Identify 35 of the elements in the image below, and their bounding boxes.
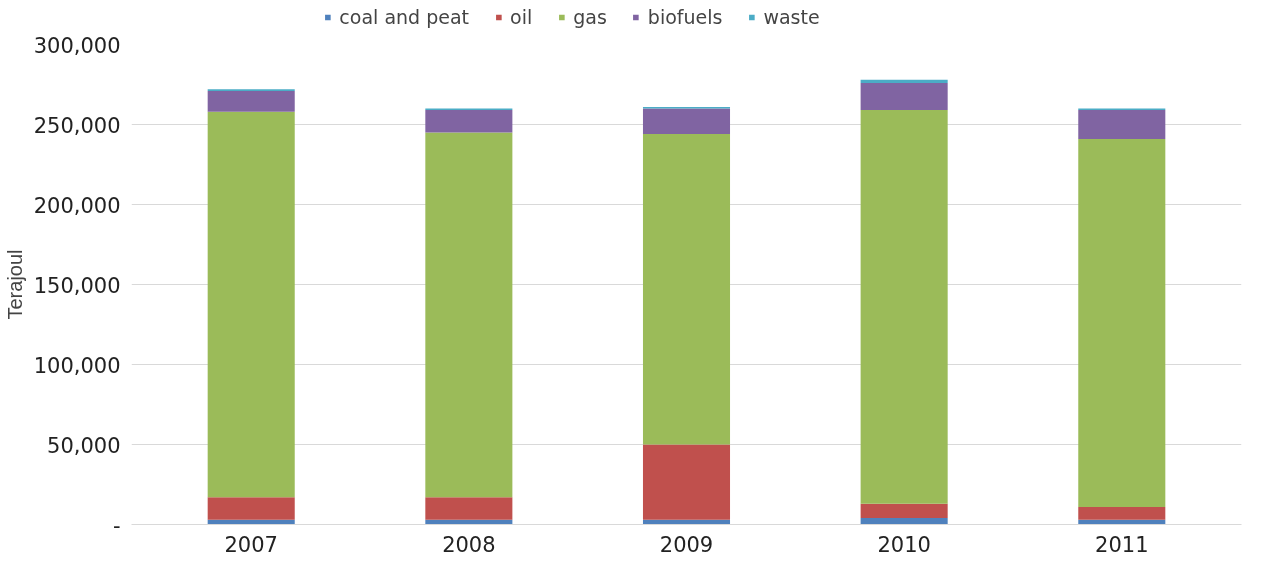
x-tick-label: 2011	[1095, 532, 1149, 557]
legend-label: waste	[763, 6, 820, 28]
bar	[860, 79, 948, 83]
y-axis-title: Terajoul	[3, 249, 26, 320]
legend-label: gas	[573, 6, 607, 28]
x-tick-label: 2010	[877, 532, 931, 557]
bar	[860, 82, 948, 111]
y-tick-label: 50,000	[47, 433, 121, 458]
legend-label: oil	[510, 6, 533, 28]
x-tick-label: 2007	[224, 532, 278, 557]
bar	[207, 90, 295, 112]
bar	[425, 497, 513, 520]
bar	[207, 497, 295, 520]
bar	[425, 132, 513, 498]
y-tick-label: 150,000	[33, 273, 121, 298]
legend-label: biofuels	[647, 6, 723, 28]
bar	[642, 108, 731, 135]
y-tick-label: 100,000	[33, 353, 121, 378]
y-tick-label: 300,000	[33, 33, 121, 58]
bar	[860, 518, 948, 525]
bar	[1078, 506, 1166, 520]
y-tick-label: 200,000	[33, 193, 121, 218]
x-tick-label: 2008	[442, 532, 496, 557]
x-tick-label: 2009	[659, 532, 714, 557]
bar	[860, 110, 948, 504]
legend-label: coal and peat	[339, 6, 470, 28]
y-tick-label: 250,000	[33, 113, 121, 138]
bar	[642, 444, 731, 520]
bar	[1078, 110, 1166, 139]
bar	[425, 110, 513, 133]
bar	[860, 503, 948, 519]
bar	[642, 134, 731, 445]
y-tick-label: -	[112, 513, 121, 538]
bar	[207, 111, 295, 498]
bar	[1078, 138, 1166, 507]
